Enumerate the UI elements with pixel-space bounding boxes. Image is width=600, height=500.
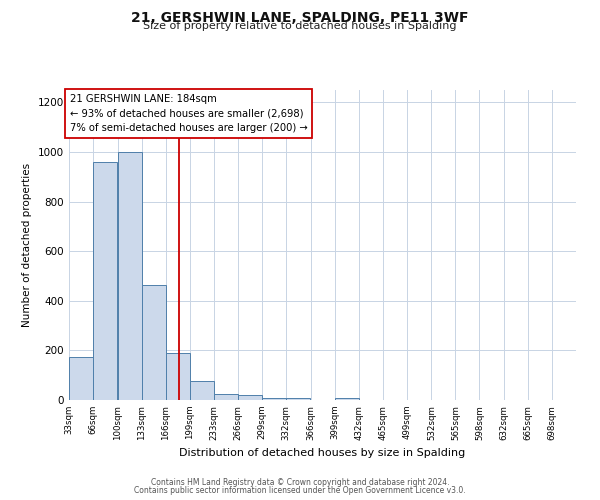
Bar bbox=[142, 284, 166, 400]
Text: 21 GERSHWIN LANE: 184sqm
← 93% of detached houses are smaller (2,698)
7% of semi: 21 GERSHWIN LANE: 184sqm ← 93% of detach… bbox=[70, 94, 307, 134]
Bar bbox=[238, 395, 262, 400]
Text: Size of property relative to detached houses in Spalding: Size of property relative to detached ho… bbox=[143, 21, 457, 31]
Text: 21, GERSHWIN LANE, SPALDING, PE11 3WF: 21, GERSHWIN LANE, SPALDING, PE11 3WF bbox=[131, 11, 469, 25]
Text: Contains HM Land Registry data © Crown copyright and database right 2024.: Contains HM Land Registry data © Crown c… bbox=[151, 478, 449, 487]
Bar bbox=[118, 152, 142, 400]
Bar bbox=[335, 398, 359, 400]
Bar bbox=[286, 398, 310, 400]
Bar bbox=[93, 162, 117, 400]
Bar bbox=[214, 394, 238, 400]
Bar bbox=[262, 398, 286, 400]
X-axis label: Distribution of detached houses by size in Spalding: Distribution of detached houses by size … bbox=[179, 448, 466, 458]
Bar bbox=[166, 353, 190, 400]
Text: Contains public sector information licensed under the Open Government Licence v3: Contains public sector information licen… bbox=[134, 486, 466, 495]
Bar bbox=[69, 356, 93, 400]
Bar bbox=[190, 382, 214, 400]
Y-axis label: Number of detached properties: Number of detached properties bbox=[22, 163, 32, 327]
